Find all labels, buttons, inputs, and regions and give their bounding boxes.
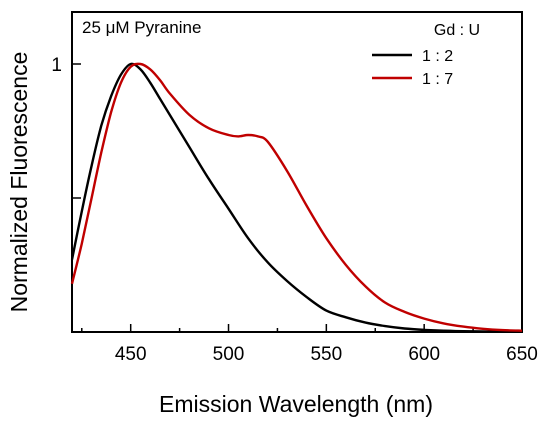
legend-items: 1 : 2 1 : 7 <box>372 48 453 88</box>
series-line-2 <box>70 62 523 332</box>
x-axis-title: Emission Wavelength (nm) <box>159 391 433 417</box>
concentration-annotation: 25 μM Pyranine <box>82 18 201 37</box>
x-tick-label: 600 <box>408 344 440 365</box>
x-axis-ticks: 450 500 550 600 650 <box>81 324 538 365</box>
y-axis-ticks: 1 <box>51 55 81 199</box>
plot-frame <box>71 11 523 333</box>
x-tick-label: 500 <box>213 344 245 365</box>
x-tick-label: 450 <box>115 344 147 365</box>
series-layer <box>70 62 523 333</box>
legend: Gd : U 1 : 2 1 : 7 <box>372 22 480 88</box>
x-tick-label: 550 <box>310 344 342 365</box>
plot-area: 450 500 550 600 650 1 <box>51 11 538 365</box>
legend-title: Gd : U <box>434 22 480 39</box>
series-line-1 <box>70 62 523 333</box>
y-tick-label: 1 <box>51 55 62 76</box>
x-tick-label: 650 <box>506 344 538 365</box>
legend-label: 1 : 2 <box>422 48 453 65</box>
legend-label: 1 : 7 <box>422 71 453 88</box>
y-axis-title: Normalized Fluorescence <box>6 52 32 313</box>
